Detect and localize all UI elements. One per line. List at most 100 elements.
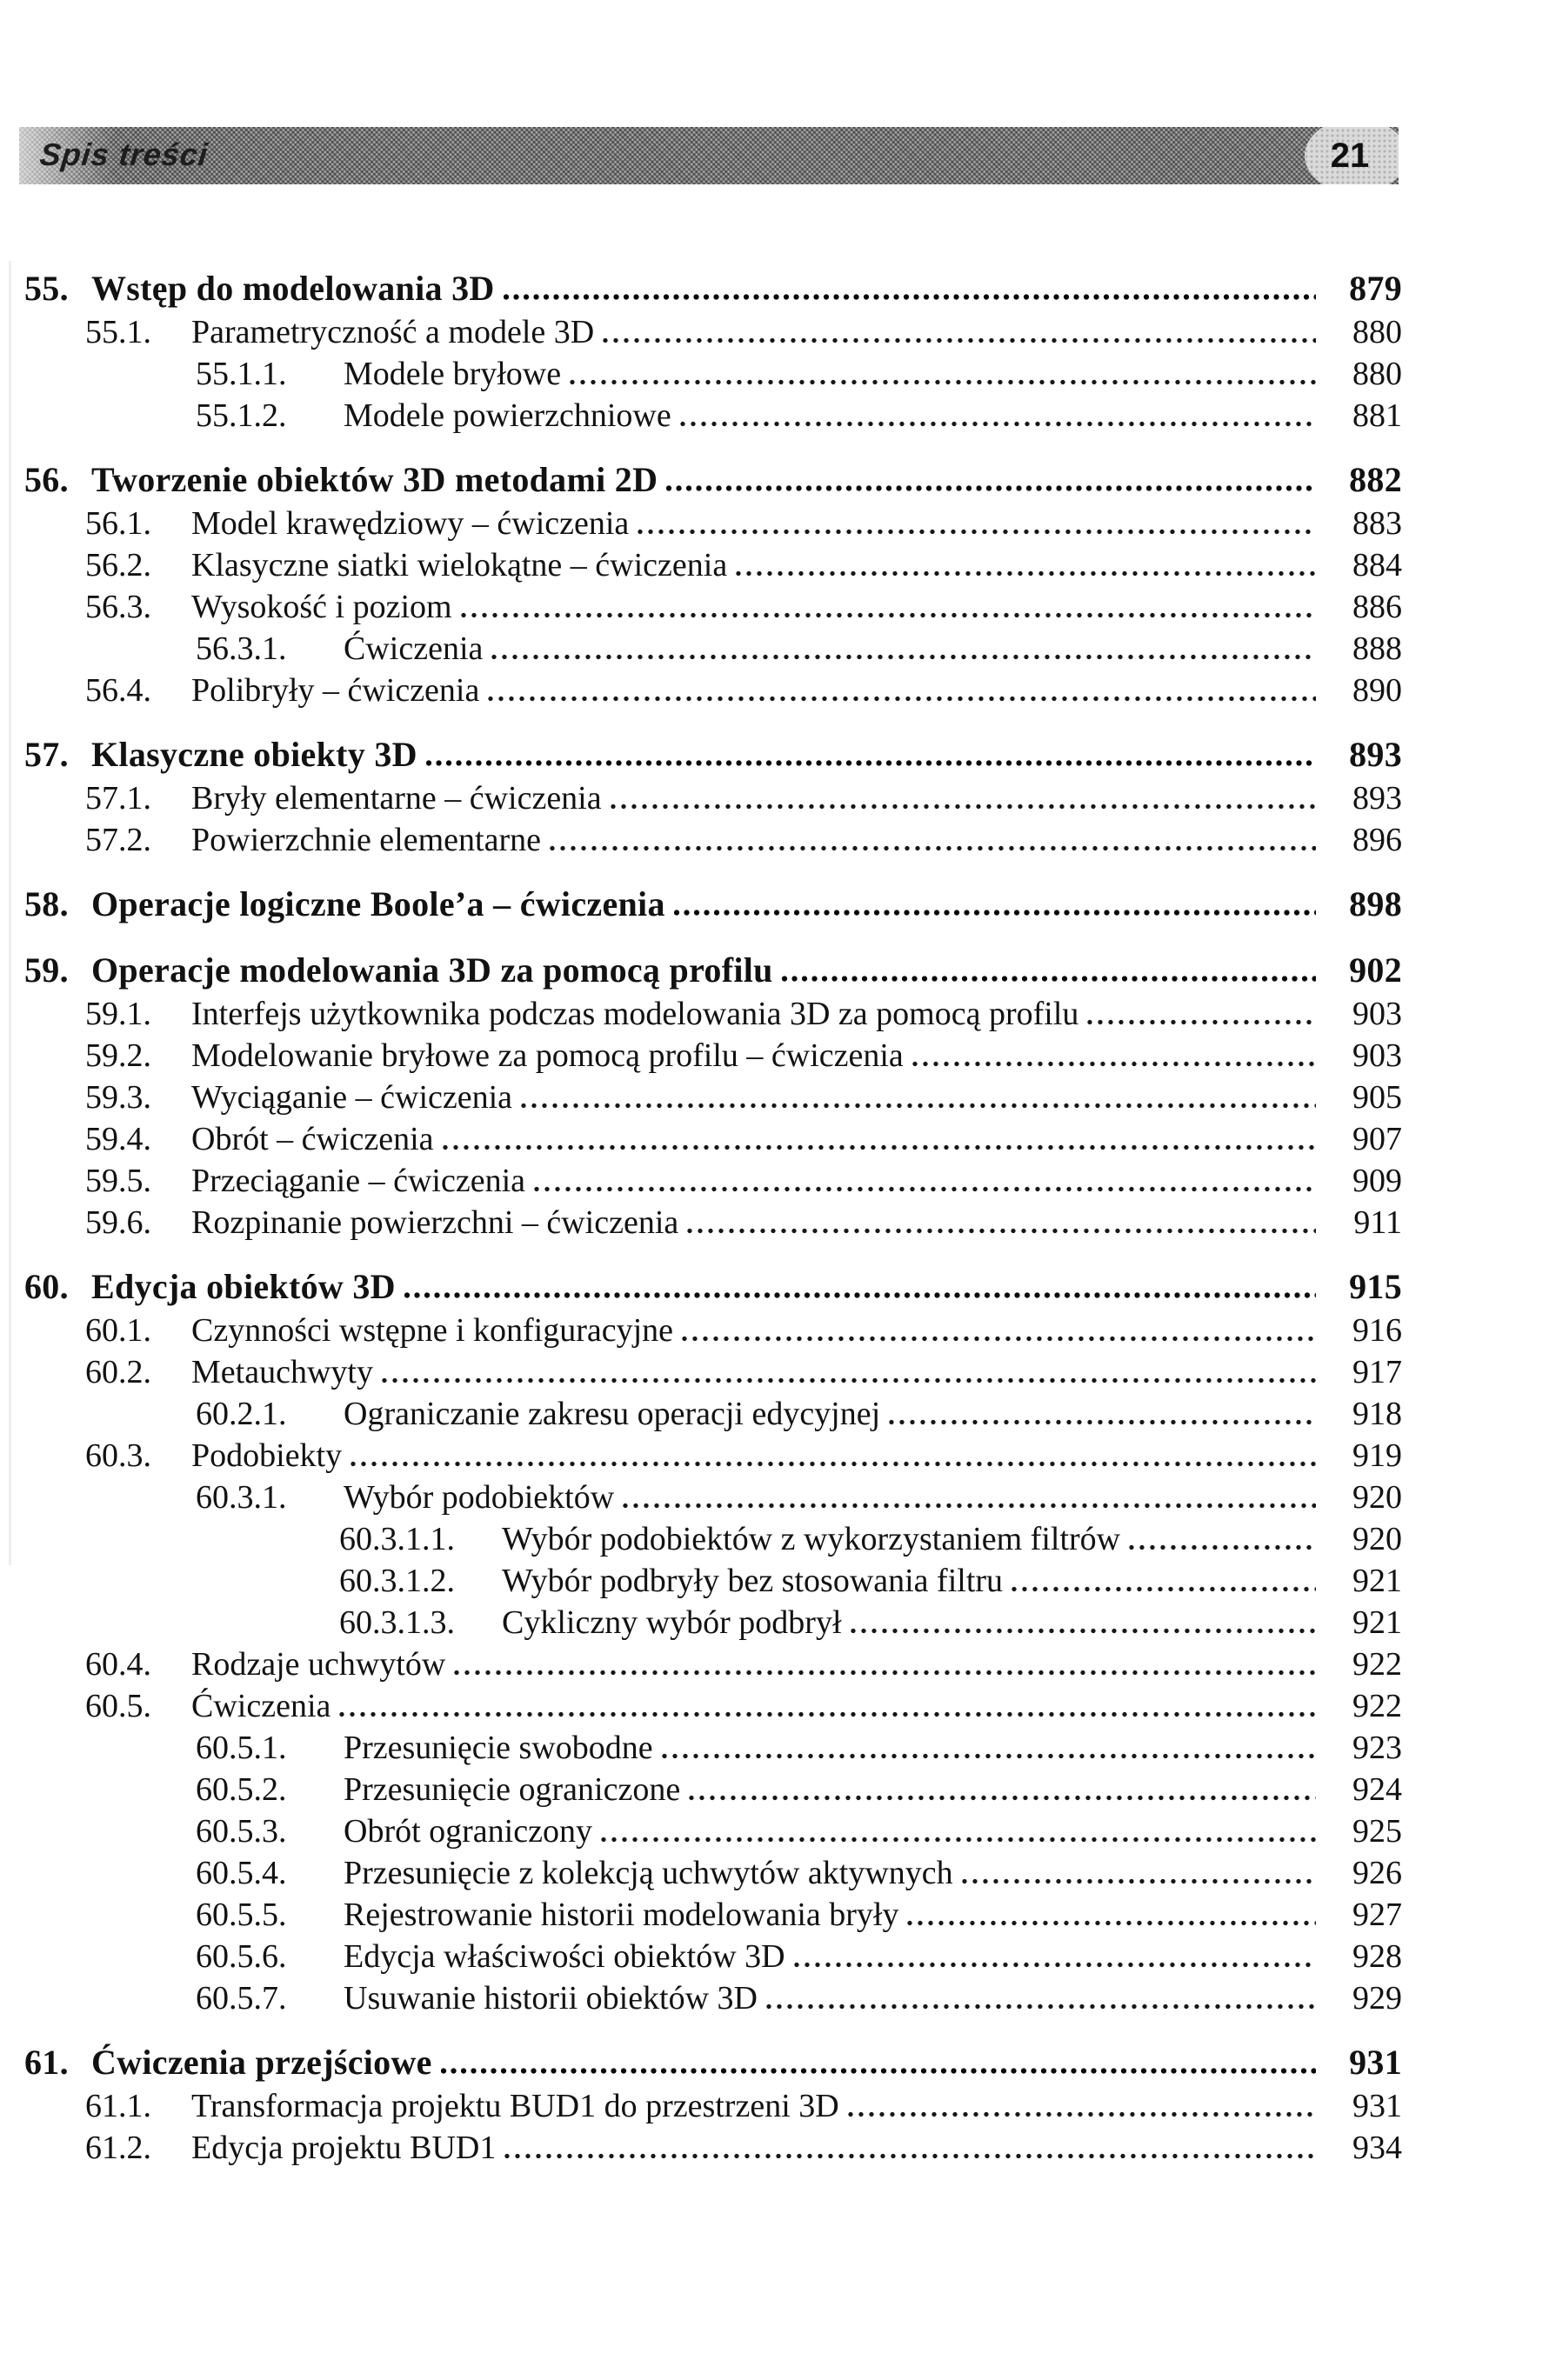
toc-entry-title: Wybór podbryły bez stosowania filtru xyxy=(502,1563,1004,1599)
toc-entry-title: Wysokość i poziom xyxy=(191,589,452,625)
toc-entry-row: 59.4. Obrót – ćwiczenia 907 xyxy=(0,1118,1402,1160)
toc-chapter-row: 58. Operacje logiczne Boole’a – ćwiczenia… xyxy=(0,882,1402,927)
toc-chapter-row: 60. Edycja obiektów 3D 915 xyxy=(0,1264,1402,1310)
dot-leader xyxy=(689,1794,1316,1802)
dot-leader xyxy=(351,1460,1316,1468)
toc-entry-number: 61.2. xyxy=(85,2130,151,2166)
toc-entry-title: Rodzaje uchwytów xyxy=(191,1646,446,1683)
toc-entry-title: Usuwanie historii obiektów 3D xyxy=(344,1980,758,2017)
dot-leader xyxy=(850,1627,1316,1635)
toc-chapter-row: 55. Wstęp do modelowania 3D 879 xyxy=(0,266,1402,311)
toc-entry-page: 903 xyxy=(1352,996,1402,1032)
toc-entry-title: Parametryczność a modele 3D xyxy=(191,314,595,350)
dot-leader xyxy=(1129,1543,1316,1551)
toc-entry-row: 55.1. Parametryczność a modele 3D 880 xyxy=(0,311,1402,353)
toc-entry-number: 60.3.1.3. xyxy=(339,1604,455,1641)
toc-entry-title: Przesunięcie ograniczone xyxy=(344,1771,681,1808)
toc-entry-number: 60.2.1. xyxy=(196,1396,287,1432)
dot-leader xyxy=(503,293,1316,301)
toc-entry-title: Polibryły – ćwiczenia xyxy=(191,672,480,709)
scan-artifact-line xyxy=(9,261,11,1565)
toc-entry-page: 926 xyxy=(1352,1855,1402,1891)
toc-entry-row: 60.5.7. Usuwanie historii obiektów 3D 929 xyxy=(0,1977,1402,2019)
toc-entry-page: 902 xyxy=(1349,950,1402,990)
dot-leader xyxy=(610,803,1316,810)
toc-entry-page: 907 xyxy=(1352,1121,1402,1157)
toc-entry-title: Ograniczanie zakresu operacji edycyjnej xyxy=(344,1396,881,1432)
toc-entry-number: 60.5.3. xyxy=(196,1813,287,1850)
dot-leader xyxy=(454,1669,1316,1677)
toc-entry-number: 55.1. xyxy=(85,314,151,350)
toc-entry-number: 60.3.1.1. xyxy=(339,1521,455,1557)
toc-entry-row: 56.1. Model krawędziowy – ćwiczenia 883 xyxy=(0,503,1402,544)
dot-leader xyxy=(504,2152,1316,2160)
toc-entry-title: Modelowanie bryłowe za pomocą profilu – … xyxy=(191,1037,904,1074)
dot-leader xyxy=(907,1919,1316,1927)
dot-leader xyxy=(440,2067,1316,2075)
page-header-title: Spis treści xyxy=(37,137,210,173)
toc-entry-row: 56.3.1. Ćwiczenia 888 xyxy=(0,628,1402,670)
toc-entry-title: Model krawędziowy – ćwiczenia xyxy=(191,505,630,542)
toc-entry-row: 60.4. Rodzaje uchwytów 922 xyxy=(0,1643,1402,1685)
toc-entry-number: 60.5.2. xyxy=(196,1771,287,1808)
toc-entry-title: Wyciąganie – ćwiczenia xyxy=(191,1079,513,1116)
toc-entry-page: 927 xyxy=(1352,1897,1402,1933)
toc-entry-number: 60.3.1. xyxy=(196,1479,287,1516)
toc-entry-page: 931 xyxy=(1352,2088,1402,2124)
toc-entry-title: Edycja właściwości obiektów 3D xyxy=(344,1938,785,1975)
toc-entry-row: 60.5. Ćwiczenia 922 xyxy=(0,1685,1402,1727)
dot-leader xyxy=(460,611,1316,619)
toc-entry-page: 934 xyxy=(1352,2130,1402,2166)
toc-entry-row: 60.3. Podobiekty 919 xyxy=(0,1435,1402,1477)
toc-entry-page: 916 xyxy=(1352,1312,1402,1349)
toc-entry-page: 881 xyxy=(1352,397,1402,434)
toc-entry-number: 60. xyxy=(24,1267,69,1306)
toc-entry-row: 60.1. Czynności wstępne i konfiguracyjne 9… xyxy=(0,1310,1402,1351)
toc-entry-page: 898 xyxy=(1349,884,1402,923)
toc-entry-number: 57.1. xyxy=(85,780,151,817)
toc-entry-page: 928 xyxy=(1352,1938,1402,1975)
toc-entry-row: 57.2. Powierzchnie elementarne 896 xyxy=(0,819,1402,861)
dot-leader xyxy=(339,1710,1316,1718)
toc-entry-title: Ćwiczenia xyxy=(191,1688,331,1724)
toc-entry-page: 918 xyxy=(1352,1396,1402,1432)
toc-entry-number: 59. xyxy=(24,950,69,990)
toc-entry-title: Wybór podobiektów xyxy=(344,1479,615,1516)
dot-leader xyxy=(961,1877,1316,1885)
toc-entry-page: 896 xyxy=(1352,822,1402,858)
toc-entry-row: 61.1. Transformacja projektu BUD1 do prze… xyxy=(0,2085,1402,2127)
toc-list: 55. Wstęp do modelowania 3D 879 55.1. Parame… xyxy=(0,245,1549,2169)
dot-leader xyxy=(442,1143,1316,1151)
dot-leader xyxy=(661,1752,1316,1760)
dot-leader xyxy=(623,1502,1316,1510)
toc-entry-page: 925 xyxy=(1352,1813,1402,1850)
toc-entry-number: 56.4. xyxy=(85,672,151,709)
toc-entry-title: Ćwiczenia xyxy=(344,630,484,667)
toc-entry-page: 924 xyxy=(1352,1771,1402,1808)
dot-leader xyxy=(766,2003,1316,2010)
toc-entry-page: 886 xyxy=(1352,589,1402,625)
dot-leader xyxy=(673,909,1316,917)
toc-entry-number: 60.5.4. xyxy=(196,1855,287,1891)
toc-entry-title: Metauchwyty xyxy=(191,1354,373,1390)
toc-entry-number: 60.1. xyxy=(85,1312,151,1349)
toc-entry-row: 60.5.2. Przesunięcie ograniczone 924 xyxy=(0,1769,1402,1810)
toc-entry-number: 57.2. xyxy=(85,822,151,858)
toc-entry-number: 56. xyxy=(24,460,69,499)
toc-entry-number: 59.3. xyxy=(85,1079,151,1116)
dot-leader xyxy=(679,420,1316,428)
toc-entry-title: Przeciąganie – ćwiczenia xyxy=(191,1163,525,1199)
toc-chapter-row: 57. Klasyczne obiekty 3D 893 xyxy=(0,732,1402,777)
toc-entry-title: Klasyczne siatki wielokątne – ćwiczenia xyxy=(191,547,728,583)
dot-leader xyxy=(666,484,1316,492)
dot-leader xyxy=(1087,1018,1316,1026)
toc-entry-page: 903 xyxy=(1352,1037,1402,1074)
toc-entry-row: 56.3. Wysokość i poziom 886 xyxy=(0,586,1402,628)
toc-entry-title: Operacje modelowania 3D za pomocą profil… xyxy=(91,950,773,990)
toc-entry-page: 879 xyxy=(1349,269,1402,308)
dot-leader xyxy=(381,1377,1316,1384)
toc-entry-row: 60.5.4. Przesunięcie z kolekcją uchwytów … xyxy=(0,1852,1402,1894)
toc-entry-number: 60.4. xyxy=(85,1646,151,1683)
toc-entry-number: 55. xyxy=(24,269,69,308)
